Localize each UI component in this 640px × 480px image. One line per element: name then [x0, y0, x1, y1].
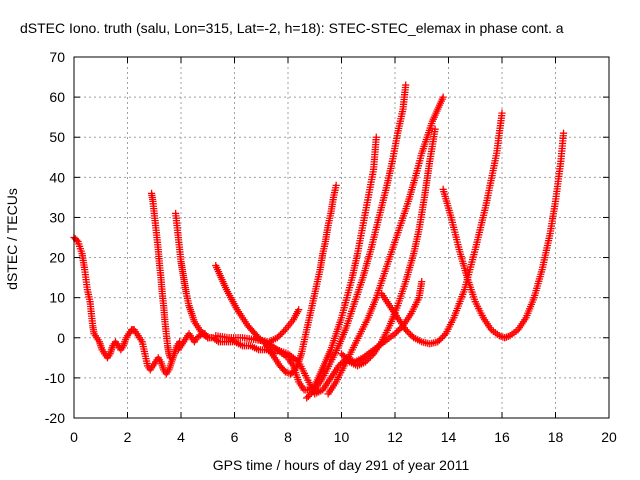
data-point: [365, 355, 373, 363]
data-series-2: [147, 189, 174, 362]
x-tick-label: 12: [387, 429, 403, 445]
data-point: [498, 109, 506, 117]
x-tick-label: 18: [548, 429, 564, 445]
y-tick-label: 60: [49, 89, 65, 105]
x-axis-label: GPS time / hours of day 291 of year 2011: [213, 457, 470, 473]
data-point: [306, 391, 314, 399]
data-series-11: [337, 125, 439, 370]
data-point: [363, 356, 371, 364]
y-tick-label: -20: [45, 410, 65, 426]
data-point: [403, 327, 411, 335]
x-tick-label: 4: [177, 429, 185, 445]
data-point: [439, 333, 447, 341]
data-point: [559, 129, 568, 137]
y-tick-label: 30: [49, 209, 65, 225]
data-point: [431, 125, 439, 133]
data-point: [295, 306, 303, 314]
x-tick-label: 10: [334, 429, 350, 445]
y-tick-label: 20: [49, 250, 65, 266]
data-point: [341, 353, 349, 361]
data-series-10: [324, 93, 447, 398]
data-point: [394, 326, 402, 335]
y-tick-label: 0: [57, 330, 65, 346]
data-point: [304, 392, 312, 400]
data-point: [342, 355, 350, 363]
data-point: [336, 360, 345, 368]
data-point: [434, 338, 442, 346]
data-point: [440, 331, 448, 339]
data-point: [396, 325, 404, 333]
data-point: [391, 330, 399, 338]
x-tick-label: 14: [441, 429, 457, 445]
x-tick-label: 6: [231, 429, 239, 445]
data-point: [344, 356, 352, 364]
data-series-1: [70, 233, 184, 378]
x-tick-label: 16: [494, 429, 510, 445]
data-point: [278, 329, 286, 337]
data-point: [393, 328, 401, 336]
data-point: [337, 350, 346, 358]
data-point: [303, 394, 311, 402]
y-tick-label: 40: [49, 169, 65, 185]
data-point: [439, 93, 447, 101]
data-point: [437, 334, 445, 343]
y-tick-labels: -20 -10 0 10 20 30 40 50 60 70: [45, 49, 65, 426]
data-point: [366, 353, 374, 361]
data-point: [406, 330, 415, 339]
chart-title: dSTEC Iono. truth (salu, Lon=315, Lat=-2…: [20, 20, 564, 36]
x-tick-labels: 0 2 4 6 8 10 12 14 16 18 20: [70, 429, 617, 445]
y-tick-label: 50: [49, 129, 65, 145]
data-point: [418, 278, 426, 286]
data-point: [372, 133, 380, 141]
data-point: [273, 334, 281, 342]
data-point: [204, 334, 212, 342]
data-series-9: [303, 81, 410, 402]
data-point: [332, 181, 340, 189]
data-series: [70, 81, 568, 402]
x-tick-label: 20: [601, 429, 617, 445]
data-point: [307, 389, 316, 397]
x-tick-label: 8: [284, 429, 292, 445]
data-point: [276, 330, 285, 339]
data-series-3: [172, 209, 279, 358]
ticks: [73, 56, 610, 419]
data-series-13: [439, 129, 568, 342]
data-point: [408, 332, 416, 340]
data-point: [339, 351, 347, 360]
y-axis-label: dSTEC / TECUs: [4, 188, 20, 290]
data-point: [275, 332, 283, 340]
data-point: [402, 81, 410, 89]
y-tick-label: -10: [45, 370, 65, 386]
data-point: [166, 354, 174, 362]
data-point: [309, 387, 317, 396]
data-point: [405, 329, 413, 337]
x-tick-label: 2: [124, 429, 132, 445]
y-tick-label: 10: [49, 290, 65, 306]
data-point: [361, 358, 370, 366]
data-point: [435, 336, 444, 344]
y-tick-label: 70: [49, 49, 65, 65]
x-tick-label: 0: [70, 429, 78, 445]
data-point: [402, 326, 410, 334]
data-point: [368, 351, 376, 360]
data-point: [280, 327, 288, 335]
data-series-12: [378, 109, 506, 348]
data-series-4: [174, 330, 212, 354]
